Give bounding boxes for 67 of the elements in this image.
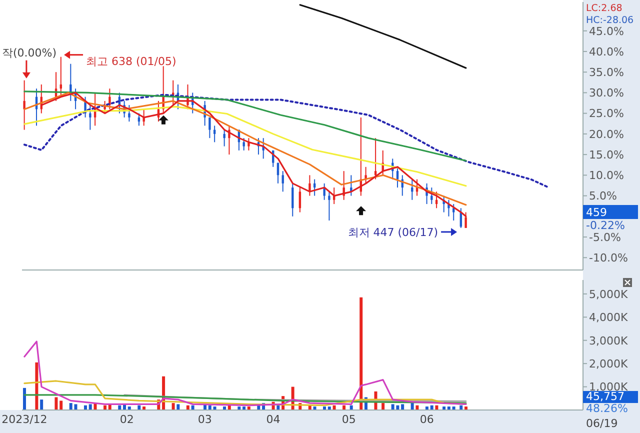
bar (54, 397, 58, 410)
bar (23, 388, 26, 410)
y-tick-label: 45.0% (589, 24, 624, 38)
y-tick-label: 5,000K (589, 288, 628, 301)
y-tick-label: 40.0% (589, 45, 624, 58)
bar (60, 400, 63, 410)
y-tick-label: -5.0% (589, 230, 621, 244)
bar (35, 362, 38, 410)
y-tick-label: 10.0% (589, 169, 624, 182)
bar (176, 404, 180, 410)
annotation: 작(0.00%) (2, 46, 57, 60)
candlestick (223, 129, 226, 147)
bar (172, 403, 175, 410)
candlestick (128, 104, 130, 122)
bar (40, 400, 44, 410)
candlestick (452, 204, 455, 222)
text: 48.26% (586, 402, 628, 415)
candlestick (292, 182, 294, 217)
line-series (24, 90, 467, 162)
candlestick (89, 104, 92, 130)
y-tick-label: 20.0% (589, 128, 624, 141)
x-tick-label: 05 (342, 412, 356, 426)
candlestick (70, 63, 72, 102)
y-tick-label: 4,000K (589, 311, 628, 324)
candlestick (208, 116, 211, 139)
y-tick-label: 2,000K (589, 357, 628, 370)
text: -0.22% (586, 219, 625, 232)
y-tick-label: 5.0% (589, 190, 617, 203)
candlestick (242, 138, 245, 151)
bar (88, 404, 92, 410)
candlestick (323, 182, 326, 200)
candlestick (308, 174, 311, 196)
candlestick (364, 166, 367, 184)
bar (401, 404, 404, 410)
line-series (299, 4, 467, 69)
y-tick-label: 15.0% (589, 148, 624, 162)
candlestick (396, 166, 399, 188)
line-series (24, 106, 467, 187)
candlestick (282, 170, 284, 192)
line-series (24, 340, 467, 406)
line-series (23, 94, 550, 189)
y-tick-label: 35.0% (589, 66, 624, 79)
y-tick-label: -10.0% (589, 252, 628, 265)
bar (410, 403, 414, 410)
y-tick-label: 3,000K (589, 334, 628, 348)
candlestick (23, 80, 26, 130)
bar (360, 297, 363, 410)
candlestick (298, 187, 302, 213)
y-tick-label: 30.0% (589, 86, 624, 100)
candlestick (248, 138, 250, 151)
annotation: 최저 447 (06/17) (348, 226, 438, 239)
candlestick (142, 108, 145, 126)
text: 45,757 (586, 390, 624, 403)
candlestick (342, 170, 345, 200)
text: LC:2.68 (586, 3, 622, 14)
candlestick (328, 191, 330, 222)
line-series (24, 394, 467, 404)
x-tick-label: 04 (266, 412, 280, 426)
x-tick-label: 2023/12 (2, 412, 48, 426)
bar (382, 403, 385, 410)
x-tick-label: 02 (120, 412, 134, 426)
y-tick-label: 25.0% (589, 107, 624, 120)
x-tick-label: 06 (420, 412, 434, 426)
text: 06/19 (586, 417, 618, 430)
text: HC:-28.06 (586, 15, 634, 26)
text: 459 (586, 206, 607, 219)
x-tick-label: 03 (198, 412, 212, 426)
